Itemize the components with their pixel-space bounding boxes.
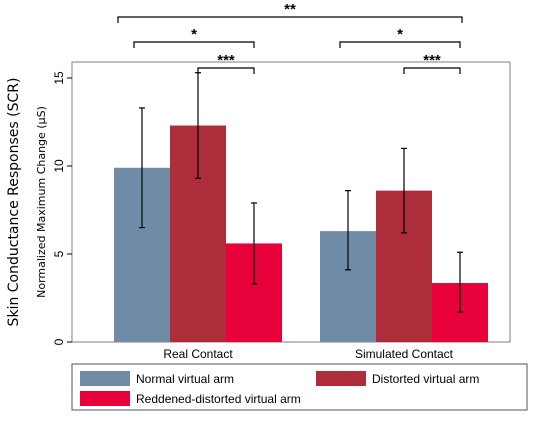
legend-box xyxy=(71,363,528,411)
legend: Normal virtual arm Distorted virtual arm… xyxy=(71,363,528,411)
significance-label: ** xyxy=(284,1,296,18)
error-bar-real-contact-normal-virtual-arm xyxy=(139,107,145,229)
significance-bracket: ** xyxy=(117,1,463,23)
significance-bracket: * xyxy=(339,26,461,48)
legend-swatch-normal xyxy=(80,371,130,386)
y-tick-label: 15 xyxy=(52,71,66,85)
bars-layer xyxy=(114,125,488,343)
legend-label-distorted: Distorted virtual arm xyxy=(372,372,479,386)
y-axis-sublabel: Normalized Maximum Change (μS) xyxy=(35,106,48,298)
legend-label-reddened: Reddened-distorted virtual arm xyxy=(136,392,301,406)
y-axis-label: Skin Conductance Responses (SCR) xyxy=(6,78,22,327)
legend-swatch-distorted xyxy=(316,371,366,386)
error-bar-real-contact-reddened-distorted-virtual-arm xyxy=(251,202,257,285)
error-bar-simulated-contact-normal-virtual-arm xyxy=(345,190,351,271)
significance-label: *** xyxy=(423,52,441,69)
plot-frame xyxy=(71,61,511,343)
y-tick-label: 0 xyxy=(52,338,66,345)
significance-bracket: *** xyxy=(197,52,255,74)
category-label: Simulated Contact xyxy=(355,347,454,361)
significance-bracket: *** xyxy=(403,52,461,74)
error-bar-simulated-contact-reddened-distorted-virtual-arm xyxy=(457,251,463,313)
error-bar-simulated-contact-distorted-virtual-arm xyxy=(401,147,407,234)
significance-brackets: *** **** *** xyxy=(117,1,463,74)
significance-bracket: * xyxy=(133,26,255,48)
legend-swatch-reddened xyxy=(80,391,130,406)
category-label: Real Contact xyxy=(163,347,233,361)
legend-label-normal: Normal virtual arm xyxy=(136,372,234,386)
significance-label: * xyxy=(397,26,403,43)
error-bars-layer xyxy=(139,72,463,313)
y-axis: 0 5 10 15 xyxy=(52,71,72,345)
significance-label: * xyxy=(191,26,197,43)
significance-label: *** xyxy=(217,52,235,69)
x-axis-categories: Real Contact Simulated Contact xyxy=(163,347,453,361)
y-tick-label: 10 xyxy=(52,159,66,173)
y-tick-label: 5 xyxy=(52,250,66,257)
